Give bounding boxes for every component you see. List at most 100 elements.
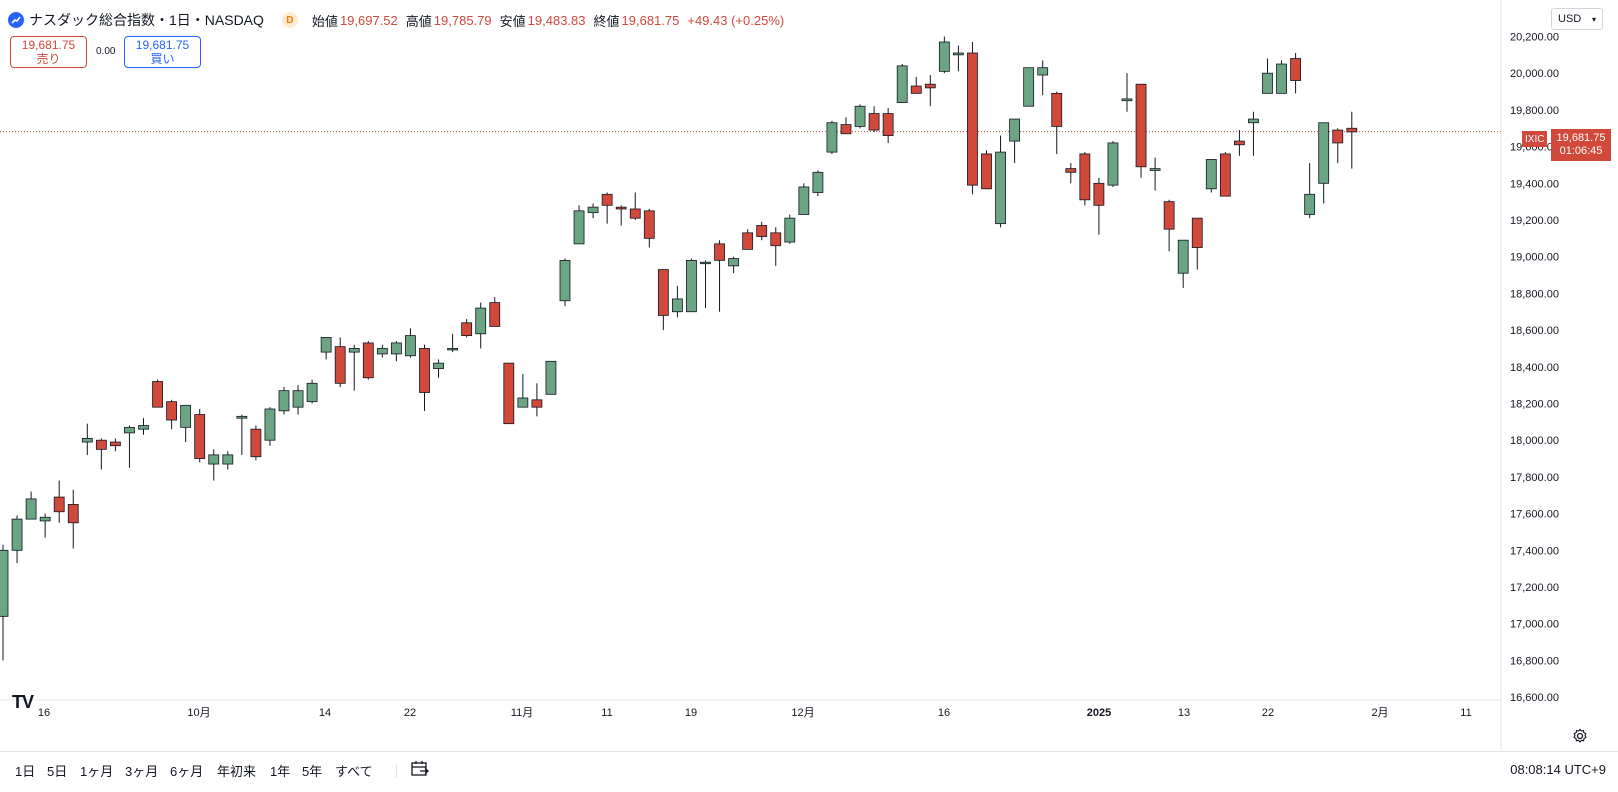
- range-all-button[interactable]: すべて: [335, 764, 373, 779]
- candle: [559, 258, 571, 307]
- candle: [643, 208, 655, 248]
- candlestick-chart[interactable]: 20,200.0020,000.0019,800.0019,600.0019,4…: [0, 0, 1618, 750]
- candle-body: [573, 210, 585, 245]
- candle: [686, 258, 697, 313]
- candle-body: [0, 549, 9, 617]
- time-tick-label: 22: [404, 707, 416, 719]
- price-tick-label: 20,000.00: [1510, 68, 1559, 80]
- candle: [672, 286, 683, 318]
- price-tick-label: 18,600.00: [1510, 325, 1559, 337]
- candle: [1290, 53, 1301, 94]
- candle: [1276, 60, 1287, 94]
- sell-price: 19,681.75: [21, 38, 76, 52]
- candle-body: [587, 206, 599, 214]
- sell-button[interactable]: 19,681.75 売り: [10, 36, 87, 68]
- range-3m-button[interactable]: 3ヶ月: [125, 764, 159, 779]
- candle: [81, 423, 93, 455]
- candle: [798, 183, 810, 215]
- delay-badge[interactable]: D: [281, 12, 298, 28]
- candle: [475, 302, 487, 349]
- range-5d-button[interactable]: 5日: [47, 764, 68, 779]
- candle-body: [95, 439, 107, 450]
- range-1m-button[interactable]: 1ヶ月: [80, 764, 114, 779]
- range-1y-button[interactable]: 1年: [270, 764, 291, 779]
- currency-select[interactable]: USD ▾: [1551, 8, 1603, 30]
- candle-body: [334, 346, 346, 384]
- buy-button[interactable]: 19,681.75 買い: [124, 36, 201, 68]
- ohlc-low-key: 安値: [499, 13, 526, 29]
- price-tick-label: 19,200.00: [1510, 215, 1559, 227]
- candle: [938, 36, 950, 74]
- spread-value: 0.00: [96, 46, 116, 57]
- candle: [306, 379, 318, 404]
- chart-area[interactable]: 20,200.00 20,000.00 19,800.00 19,600.00 19,4…: [0, 0, 1559, 750]
- candle: [953, 45, 964, 72]
- candle: [348, 344, 360, 391]
- candle: [1065, 163, 1077, 184]
- range-6m-button[interactable]: 6ヶ月: [170, 764, 204, 779]
- candle-body: [67, 504, 79, 524]
- candle: [264, 407, 276, 446]
- price-tick-label: 16,800.00: [1510, 655, 1559, 667]
- date-range-icon[interactable]: [410, 760, 430, 778]
- candle-body: [1191, 217, 1203, 248]
- candle: [770, 227, 782, 266]
- candle: [840, 117, 852, 135]
- candle-body: [376, 348, 388, 355]
- candle: [447, 333, 459, 353]
- candle: [433, 359, 444, 378]
- candle-body: [995, 151, 1006, 225]
- candle: [292, 385, 304, 415]
- candle: [714, 240, 725, 312]
- candle-body: [278, 390, 290, 412]
- time-tick-label: 11月: [511, 707, 533, 719]
- candle-body: [742, 232, 754, 250]
- candle-body: [1346, 127, 1358, 133]
- ohlc-low-value: 19,483.83: [527, 12, 586, 28]
- candle: [995, 135, 1006, 228]
- candle: [278, 386, 290, 415]
- tradingview-logo[interactable]: TV: [12, 692, 34, 712]
- price-tick-label: 17,000.00: [1510, 619, 1559, 631]
- candle-body: [826, 122, 838, 153]
- candle: [1234, 130, 1245, 156]
- symbol-title[interactable]: ナスダック総合指数・1日・NASDAQ: [29, 12, 264, 28]
- ohlc-close-key: 終値: [593, 13, 620, 29]
- settings-gear-icon[interactable]: [1570, 726, 1590, 746]
- candle-body: [25, 498, 37, 520]
- candle: [166, 399, 178, 430]
- price-tick-label: 20,200.00: [1510, 32, 1559, 44]
- candle: [1262, 58, 1273, 94]
- candle-body: [152, 381, 163, 408]
- range-ytd-button[interactable]: 年初来: [217, 764, 257, 779]
- currency-label: USD: [1558, 13, 1582, 25]
- candle: [756, 221, 768, 241]
- candle-body: [714, 243, 725, 261]
- candle: [461, 319, 473, 338]
- candle: [1205, 159, 1217, 193]
- candle-body: [503, 362, 515, 425]
- candle: [784, 214, 796, 244]
- candle-body: [601, 193, 613, 206]
- candle-body: [545, 360, 557, 395]
- buy-label: 買い: [150, 52, 175, 66]
- time-tick-label: 16: [938, 707, 950, 719]
- candle-body: [1332, 129, 1344, 144]
- timezone-clock[interactable]: 08:08:14 UTC+9: [1510, 762, 1606, 777]
- candle-body: [433, 362, 444, 370]
- ohlc-high-key: 高値: [405, 13, 432, 29]
- candle: [657, 269, 669, 331]
- price-tick-label: 17,800.00: [1510, 472, 1559, 484]
- range-5y-button[interactable]: 5年: [302, 764, 323, 779]
- candle-body: [910, 85, 922, 94]
- candle: [573, 205, 585, 245]
- time-tick-label: 10月: [187, 707, 210, 719]
- candle: [419, 344, 430, 411]
- candle-body: [1163, 201, 1175, 230]
- candle: [1009, 118, 1020, 164]
- chart-line-icon[interactable]: [8, 12, 24, 28]
- range-1d-button[interactable]: 1日: [15, 764, 36, 779]
- candle: [910, 76, 922, 94]
- candle: [854, 104, 866, 129]
- candle-body: [756, 225, 768, 237]
